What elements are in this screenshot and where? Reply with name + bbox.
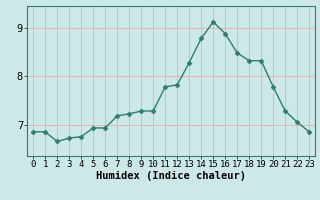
X-axis label: Humidex (Indice chaleur): Humidex (Indice chaleur) <box>96 171 246 181</box>
